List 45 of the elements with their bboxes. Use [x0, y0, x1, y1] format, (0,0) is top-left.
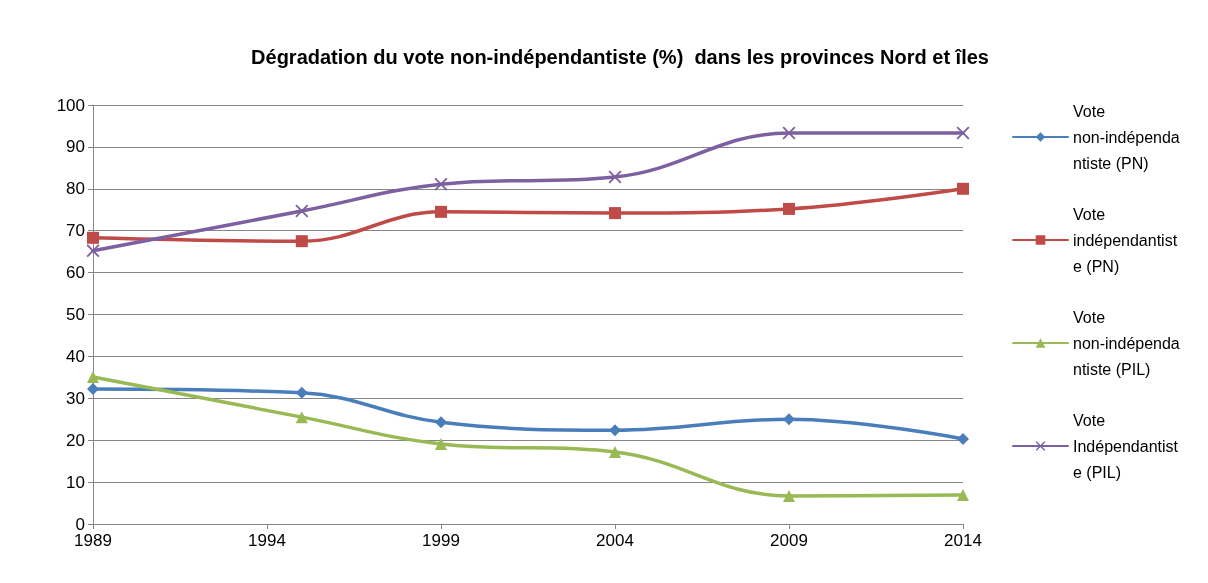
- point: [87, 383, 99, 396]
- point: [782, 126, 796, 140]
- point: [87, 231, 99, 244]
- y-tick-label: 20: [66, 430, 85, 450]
- point: [609, 445, 621, 458]
- x-tick-label: 2004: [596, 531, 634, 550]
- y-tick-label: 30: [66, 388, 85, 408]
- point: [87, 370, 99, 383]
- y-tick-label: 80: [66, 179, 85, 199]
- point: [783, 413, 795, 426]
- point: [957, 182, 969, 195]
- x-tick-label: 2014: [944, 531, 982, 550]
- point: [434, 177, 448, 191]
- legend-label: Vote non-indépendantiste (PIL): [1073, 308, 1180, 378]
- point: [783, 489, 795, 502]
- point: [957, 432, 969, 445]
- y-tick-label: 90: [66, 137, 85, 157]
- point: [957, 489, 969, 502]
- y-tick-label: 0: [75, 514, 85, 534]
- x-tick-label: 1989: [74, 531, 112, 550]
- point: [609, 424, 621, 437]
- legend-label: Vote non-indépendantiste (PN): [1073, 102, 1180, 172]
- x-tick-label: 2009: [770, 531, 808, 550]
- y-tick-label: 60: [66, 263, 85, 283]
- point: [609, 207, 621, 220]
- point: [435, 437, 447, 450]
- point: [86, 244, 100, 258]
- legend-label: Vote indépendantiste (PN): [1073, 205, 1178, 275]
- y-tick-label: 70: [66, 221, 85, 241]
- x-tick-label: 1994: [248, 531, 286, 550]
- point: [435, 205, 447, 218]
- y-tick-label: 10: [66, 472, 85, 492]
- point: [435, 416, 447, 429]
- point: [295, 204, 309, 218]
- y-tick-label: 40: [66, 346, 85, 366]
- point: [608, 170, 622, 184]
- y-tick-label: 50: [66, 305, 85, 324]
- x-tick-label: 1999: [422, 531, 460, 550]
- point: [956, 126, 970, 140]
- chart-title: Dégradation du vote non-indépendantiste (%) dans les provinces Nord et îles: [251, 46, 989, 68]
- point: [295, 235, 308, 248]
- point: [783, 202, 795, 215]
- legend-label: Vote Indépendantiste (PIL): [1073, 411, 1179, 481]
- point: [295, 411, 308, 424]
- y-tick-label: 100: [56, 95, 85, 115]
